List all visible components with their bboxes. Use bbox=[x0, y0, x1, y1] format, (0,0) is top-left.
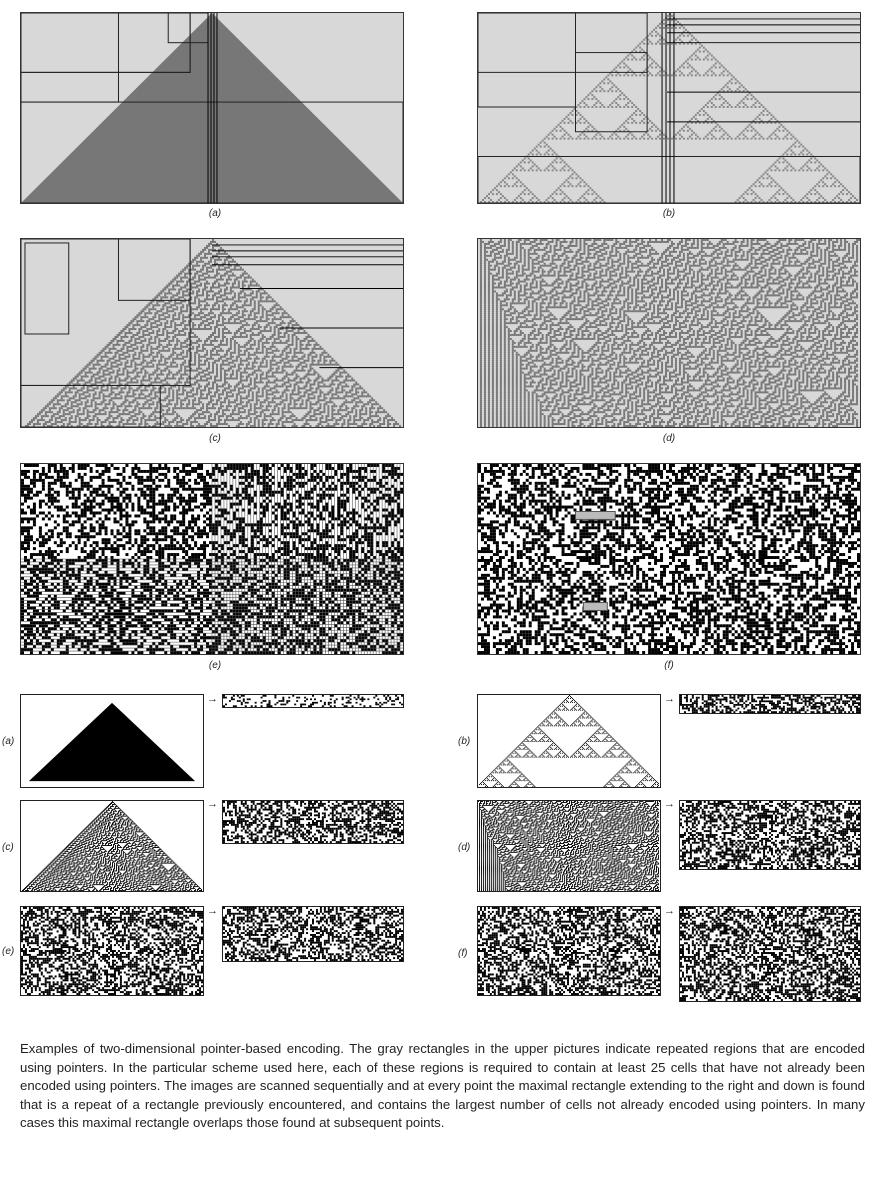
lower-e-encoded bbox=[222, 906, 404, 962]
panel-label-e: (e) bbox=[200, 660, 230, 671]
lower-b-encoded bbox=[679, 694, 861, 714]
lower-b-image bbox=[477, 694, 661, 788]
lower-a-encoded bbox=[222, 694, 404, 708]
pointer-grid-lines bbox=[21, 464, 403, 654]
rule30-triangle bbox=[24, 239, 402, 427]
sierpinski-pattern bbox=[479, 13, 859, 203]
lower-c-image bbox=[20, 800, 204, 892]
panel-label-b: (b) bbox=[654, 208, 684, 219]
arrow-a: → bbox=[207, 693, 218, 705]
figure-caption: Examples of two-dimensional pointer-base… bbox=[20, 1040, 865, 1133]
arrow-c: → bbox=[207, 798, 218, 810]
panel-e-upper bbox=[20, 463, 404, 655]
triangle-region bbox=[21, 13, 403, 203]
lower-label-e: (e) bbox=[2, 946, 14, 957]
arrow-e: → bbox=[207, 905, 218, 917]
panel-a-upper bbox=[20, 12, 404, 204]
lower-label-f: (f) bbox=[458, 948, 467, 959]
panel-b-upper bbox=[477, 12, 861, 204]
lower-e-image bbox=[20, 906, 204, 996]
lower-label-c: (c) bbox=[2, 842, 14, 853]
panel-c-upper bbox=[20, 238, 404, 428]
lower-a-image bbox=[20, 694, 204, 788]
random-cells bbox=[478, 464, 860, 654]
arrow-d: → bbox=[664, 798, 675, 810]
lower-c-encoded bbox=[222, 800, 404, 844]
lower-d-encoded bbox=[679, 800, 861, 870]
panel-label-f: (f) bbox=[654, 660, 684, 671]
panel-d-upper bbox=[477, 238, 861, 428]
lower-f-image bbox=[477, 906, 661, 996]
lower-label-d: (d) bbox=[458, 842, 470, 853]
lower-d-image bbox=[477, 800, 661, 892]
panel-label-c: (c) bbox=[200, 433, 230, 444]
arrow-b: → bbox=[664, 693, 675, 705]
arrow-f: → bbox=[664, 905, 675, 917]
lower-f-encoded bbox=[679, 906, 861, 1002]
lower-label-a: (a) bbox=[2, 736, 14, 747]
lower-label-b: (b) bbox=[458, 736, 470, 747]
panel-f-upper bbox=[477, 463, 861, 655]
panel-label-d: (d) bbox=[654, 433, 684, 444]
panel-label-a: (a) bbox=[200, 208, 230, 219]
rule-pattern-dense bbox=[479, 239, 860, 427]
random-cells bbox=[21, 464, 403, 654]
